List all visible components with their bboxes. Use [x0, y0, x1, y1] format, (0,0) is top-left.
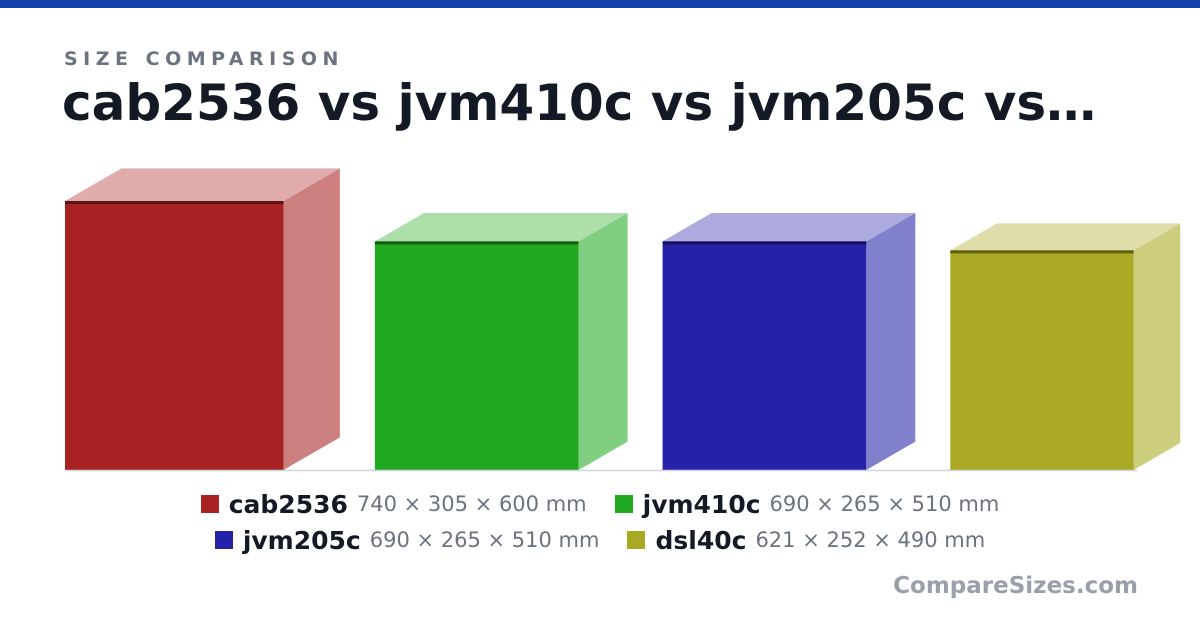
- box-top-dsl40c: [950, 223, 1181, 251]
- page-title: cab2536 vs jvm410c vs jvm205c vs…: [62, 74, 1097, 132]
- box-side-jvm205c: [866, 213, 916, 470]
- box-cab2536: [65, 168, 340, 470]
- legend-name-dsl40c: dsl40c: [655, 525, 747, 555]
- legend-row-2: jvm205c 690 × 265 × 510 mm dsl40c 621 × …: [201, 522, 999, 558]
- box-top-jvm410c: [374, 213, 628, 242]
- box-edge-jvm205c: [662, 241, 867, 245]
- box-jvm205c: [662, 213, 916, 470]
- legend-swatch-dsl40c: [627, 531, 646, 549]
- box-edge-jvm410c: [374, 241, 579, 245]
- legend-item-jvm205c: jvm205c 690 × 265 × 510 mm: [214, 525, 600, 555]
- legend: cab2536 740 × 305 × 600 mm jvm410c 690 ×…: [0, 486, 1200, 558]
- legend-item-jvm410c: jvm410c 690 × 265 × 510 mm: [614, 489, 1000, 519]
- legend-item-cab2536: cab2536 740 × 305 × 600 mm: [200, 489, 587, 519]
- legend-name-jvm205c: jvm205c: [242, 525, 361, 555]
- legend-swatch-cab2536: [200, 495, 219, 513]
- box-front-jvm410c: [374, 241, 579, 470]
- legend-dims-jvm410c: 690 × 265 × 510 mm: [769, 492, 1000, 516]
- box-front-dsl40c: [950, 250, 1134, 470]
- legend-item-dsl40c: dsl40c 621 × 252 × 490 mm: [627, 526, 985, 555]
- legend-dims-jvm205c: 690 × 265 × 510 mm: [369, 528, 600, 552]
- box-dsl40c: [950, 223, 1181, 470]
- box-front-jvm205c: [662, 241, 867, 470]
- box-side-jvm410c: [578, 213, 628, 470]
- legend-name-jvm410c: jvm410c: [642, 489, 761, 519]
- box-front-cab2536: [65, 201, 284, 470]
- legend-dims-cab2536: 740 × 305 × 600 mm: [356, 492, 587, 516]
- box-side-dsl40c: [1133, 223, 1181, 470]
- box-edge-cab2536: [65, 201, 284, 205]
- box-jvm410c: [374, 213, 628, 470]
- box-top-cab2536: [65, 168, 340, 202]
- legend-dims-dsl40c: 621 × 252 × 490 mm: [755, 528, 986, 552]
- legend-swatch-jvm410c: [614, 495, 633, 513]
- box-edge-dsl40c: [950, 250, 1134, 254]
- legend-row-1: cab2536 740 × 305 × 600 mm jvm410c 690 ×…: [187, 486, 1014, 522]
- box-side-cab2536: [283, 168, 340, 470]
- legend-swatch-jvm205c: [214, 531, 233, 549]
- brand-watermark: CompareSizes.com: [893, 573, 1138, 599]
- box-top-jvm205c: [662, 213, 916, 242]
- top-accent-bar: [0, 0, 1200, 8]
- eyebrow-label: SIZE COMPARISON: [64, 48, 344, 70]
- legend-name-cab2536: cab2536: [228, 489, 348, 519]
